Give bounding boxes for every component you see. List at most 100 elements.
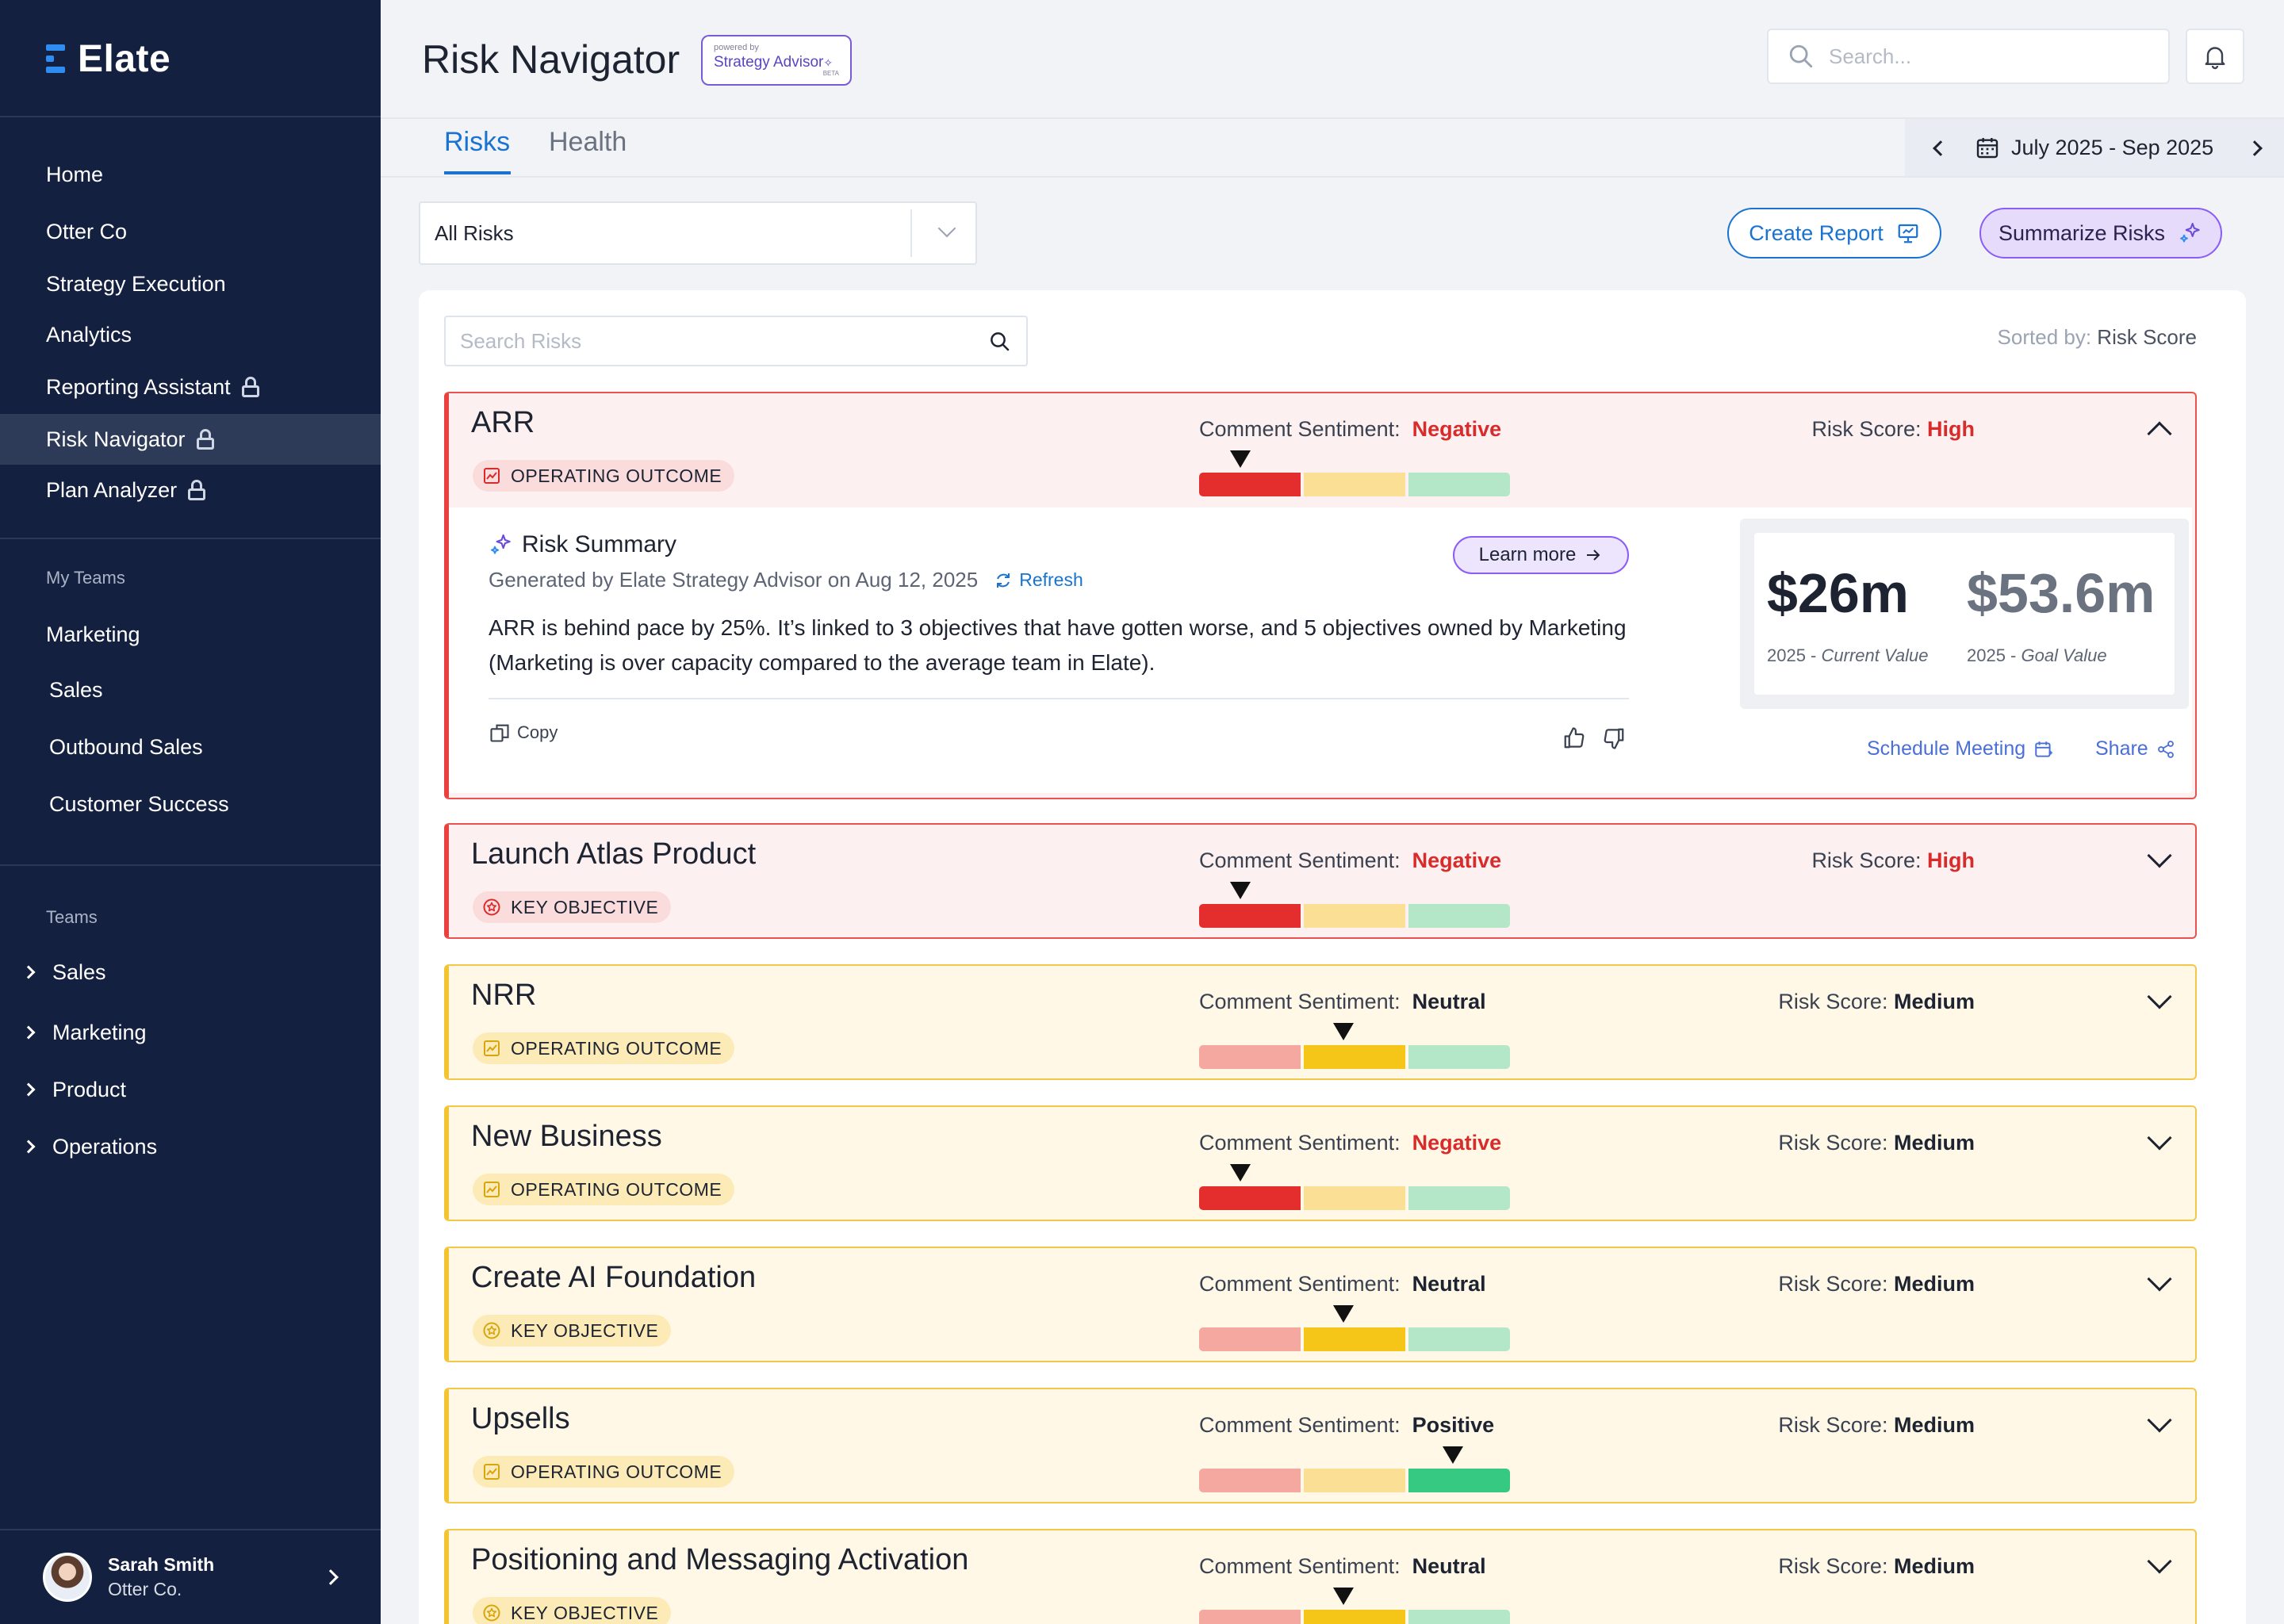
app-logo[interactable]: Elate	[46, 35, 171, 82]
team-group-operations[interactable]: Operations	[0, 1123, 381, 1170]
date-range[interactable]: July 2025 - Sep 2025	[1975, 135, 2213, 160]
learn-more-button[interactable]: Learn more	[1453, 536, 1629, 574]
sidebar-divider	[0, 116, 381, 117]
summarize-risks-button[interactable]: Summarize Risks	[1979, 208, 2222, 259]
chevron-left-icon[interactable]	[1933, 140, 1949, 156]
risk-card[interactable]: Upsells OPERATING OUTCOME Comment Sentimen…	[444, 1388, 2197, 1503]
refresh-button[interactable]: Refresh	[994, 569, 1083, 591]
team-label: Outbound Sales	[49, 734, 203, 759]
thumbs-down-icon[interactable]	[1602, 726, 1626, 750]
risk-card[interactable]: New Business OPERATING OUTCOME Comment Sen…	[444, 1105, 2197, 1221]
risk-card[interactable]: Launch Atlas Product KEY OBJECTIVE Comment…	[444, 823, 2197, 939]
search-icon	[1789, 44, 1813, 68]
chevron-up-icon[interactable]	[2147, 421, 2172, 446]
date-range-picker: July 2025 - Sep 2025	[1905, 119, 2284, 176]
user-profile[interactable]: Sarah Smith Otter Co.	[0, 1530, 381, 1624]
risk-card[interactable]: Positioning and Messaging Activation KEY …	[444, 1529, 2197, 1624]
gauge-neutral-segment	[1304, 1327, 1405, 1351]
team-group-sales[interactable]: Sales	[0, 948, 381, 996]
sort-indicator[interactable]: Sorted by: Risk Score	[1997, 325, 2197, 349]
risk-filter-select[interactable]: All Risks	[419, 201, 977, 265]
sentiment-gauge	[1199, 473, 1510, 496]
copy-button[interactable]: Copy	[489, 722, 558, 744]
chevron-down-icon[interactable]	[2147, 843, 2172, 868]
gauge-negative-segment	[1199, 904, 1301, 928]
sentiment-value: Negative	[1412, 848, 1502, 872]
notifications-button[interactable]	[2186, 29, 2244, 84]
risk-score-label: Risk Score:	[1778, 1131, 1888, 1155]
tab-health[interactable]: Health	[549, 127, 627, 157]
sidebar-item-reporting-assistant[interactable]: Reporting Assistant	[0, 362, 381, 412]
risk-type-label: OPERATING OUTCOME	[511, 1178, 722, 1200]
sentiment-pointer-icon	[1230, 450, 1251, 468]
star-badge-icon	[482, 898, 501, 917]
chevron-down-icon[interactable]	[2147, 984, 2172, 1009]
sidebar-item-risk-navigator[interactable]: Risk Navigator	[0, 414, 381, 465]
tabs-divider	[381, 176, 2284, 178]
risk-card[interactable]: ARR OPERATING OUTCOME Comment Sentiment: N…	[444, 392, 2197, 799]
risk-search-input[interactable]	[460, 328, 968, 354]
risk-search[interactable]	[444, 316, 1028, 366]
sentiment-value: Negative	[1412, 417, 1502, 441]
sidebar: Elate Home Otter Co Strategy Execution Anal…	[0, 0, 381, 1624]
calendar-icon	[1976, 138, 1998, 159]
sidebar-divider	[0, 1529, 381, 1530]
share-icon	[2157, 740, 2174, 758]
chevron-down-icon[interactable]	[2147, 1549, 2172, 1574]
current-value-caption: 2025 - Current Value	[1767, 645, 1929, 665]
team-group-product[interactable]: Product	[0, 1066, 381, 1113]
current-value: $26m	[1767, 562, 1910, 624]
sentiment-label: Comment Sentiment:	[1199, 1131, 1401, 1155]
sidebar-item-plan-analyzer[interactable]: Plan Analyzer	[0, 465, 381, 515]
risk-card[interactable]: Create AI Foundation KEY OBJECTIVE Comment…	[444, 1247, 2197, 1362]
sentiment-label: Comment Sentiment:	[1199, 1413, 1401, 1437]
sentiment-label: Comment Sentiment:	[1199, 848, 1401, 872]
tab-risks[interactable]: Risks	[444, 127, 511, 157]
risk-score-label: Risk Score:	[1778, 990, 1888, 1013]
sidebar-item-analytics[interactable]: Analytics	[0, 309, 381, 360]
schedule-meeting-link[interactable]: Schedule Meeting	[1867, 737, 2054, 760]
my-team-sales[interactable]: Sales	[0, 665, 381, 715]
global-search-input[interactable]	[1829, 44, 2146, 69]
my-team-marketing[interactable]: Marketing	[0, 609, 381, 660]
risk-score: Risk Score: Medium	[1778, 1413, 1975, 1438]
chevron-right-icon[interactable]	[2247, 140, 2263, 156]
strategy-advisor-badge: powered by Strategy Advisor✧ BETA	[701, 35, 852, 86]
risk-score-value: High	[1927, 848, 1975, 872]
my-team-outbound-sales[interactable]: Outbound Sales	[0, 722, 381, 772]
team-group-marketing[interactable]: Marketing	[0, 1009, 381, 1056]
risk-title: ARR	[471, 406, 535, 439]
star-badge-icon	[482, 1603, 501, 1622]
sidebar-item-home[interactable]: Home	[0, 149, 381, 200]
global-search[interactable]	[1767, 29, 2170, 84]
comment-sentiment: Comment Sentiment: Positive	[1199, 1413, 1494, 1438]
my-team-customer-success[interactable]: Customer Success	[0, 779, 381, 829]
team-label: Customer Success	[49, 791, 229, 816]
risk-type-tag: OPERATING OUTCOME	[473, 1456, 735, 1488]
sidebar-item-otter-co[interactable]: Otter Co	[0, 206, 381, 257]
sidebar-item-strategy-execution[interactable]: Strategy Execution	[0, 259, 381, 309]
sentiment-pointer-icon	[1333, 1023, 1354, 1040]
create-report-button[interactable]: Create Report	[1727, 208, 1941, 259]
sentiment-gauge	[1199, 1610, 1510, 1624]
risk-title: NRR	[471, 979, 537, 1012]
sentiment-gauge	[1199, 1186, 1510, 1210]
sidebar-item-label: Plan Analyzer	[46, 477, 178, 502]
risk-card[interactable]: NRR OPERATING OUTCOME Comment Sentiment: N…	[444, 964, 2197, 1080]
risk-score-value: Medium	[1893, 1272, 1975, 1296]
chevron-down-icon[interactable]	[2147, 1266, 2172, 1292]
chevron-down-icon[interactable]	[2147, 1125, 2172, 1151]
gauge-negative-segment	[1199, 1610, 1301, 1624]
sidebar-item-label: Strategy Execution	[46, 271, 226, 296]
user-org: Otter Co.	[108, 1579, 182, 1599]
sentiment-value: Positive	[1412, 1413, 1495, 1437]
share-link[interactable]: Share	[2095, 737, 2175, 760]
chevron-down-icon[interactable]	[2147, 1408, 2172, 1433]
sentiment-pointer-icon	[1333, 1305, 1354, 1323]
risk-summary-panel: Risk Summary Generated by Elate Strategy …	[449, 508, 2192, 793]
risk-score-label: Risk Score:	[1811, 848, 1922, 872]
risk-type-tag: KEY OBJECTIVE	[473, 1315, 672, 1346]
risk-score-label: Risk Score:	[1778, 1554, 1888, 1578]
sentiment-value: Neutral	[1412, 1554, 1486, 1578]
thumbs-up-icon[interactable]	[1562, 726, 1586, 750]
